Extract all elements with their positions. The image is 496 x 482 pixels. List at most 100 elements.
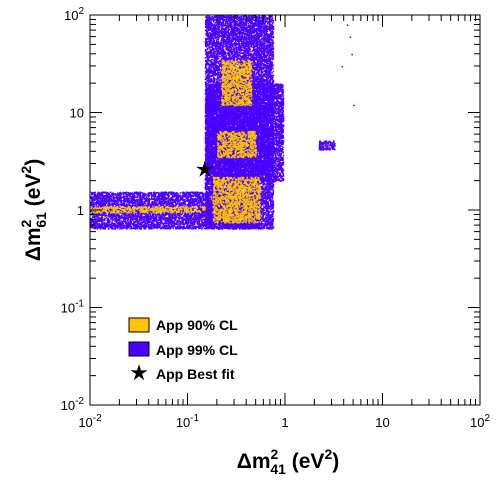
- scatter-point: [258, 227, 260, 230]
- scatter-point: [119, 197, 122, 200]
- scatter-point: [136, 210, 139, 213]
- scatter-point: [140, 221, 142, 224]
- scatter-point: [144, 228, 147, 230]
- scatter-point: [138, 225, 141, 228]
- scatter-point: [189, 225, 191, 228]
- scatter-point: [176, 219, 179, 222]
- scatter-point: [119, 201, 121, 203]
- scatter-point: [96, 222, 98, 225]
- scatter-point: [165, 221, 167, 224]
- scatter-point: [188, 208, 191, 210]
- scatter-point: [164, 191, 166, 194]
- scatter-point: [169, 203, 171, 206]
- scatter-point: [133, 215, 135, 217]
- scatter-point: [165, 218, 168, 220]
- scatter-point: [197, 198, 199, 200]
- scatter-point: [128, 214, 130, 216]
- scatter-point: [109, 199, 111, 202]
- scatter-point: [129, 193, 131, 195]
- scatter-point: [101, 194, 103, 197]
- scatter-point: [148, 217, 150, 219]
- scatter-point: [126, 220, 129, 222]
- scatter-point: [126, 215, 129, 217]
- scatter-point: [122, 193, 125, 196]
- scatter-point: [151, 198, 153, 200]
- scatter-point: [131, 227, 133, 230]
- scatter-point: [132, 196, 135, 198]
- scatter-point: [147, 217, 149, 219]
- scatter-point: [131, 211, 134, 214]
- scatter-point: [150, 204, 152, 207]
- scatter-point: [162, 223, 165, 225]
- scatter-point: [160, 218, 162, 221]
- scatter-point: [254, 227, 256, 230]
- scatter-point: [182, 218, 184, 220]
- scatter-point: [103, 196, 105, 199]
- scatter-point: [127, 219, 129, 221]
- scatter-point: [193, 201, 195, 204]
- scatter-point: [154, 225, 156, 227]
- scatter-point: [198, 217, 201, 219]
- scatter-point: [162, 217, 164, 220]
- scatter-point: [192, 191, 195, 193]
- scatter-point: [156, 224, 158, 227]
- scatter-point: [134, 208, 137, 211]
- scatter-point: [150, 206, 152, 208]
- scatter-point: [102, 224, 104, 226]
- scatter-point: [147, 215, 149, 217]
- scatter-point: [138, 226, 141, 229]
- scatter-point: [149, 214, 152, 216]
- scatter-point: [128, 216, 131, 219]
- scatter-point: [129, 220, 131, 223]
- scatter-point: [103, 225, 106, 228]
- scatter-point: [186, 221, 188, 223]
- scatter-point: [103, 227, 105, 230]
- scatter-point: [134, 204, 137, 206]
- scatter-point: [142, 216, 145, 219]
- scatter-point: [131, 212, 134, 215]
- scatter-point: [140, 218, 142, 221]
- scatter-point: [114, 216, 116, 218]
- scatter-point: [181, 199, 184, 201]
- scatter-point: [193, 223, 196, 226]
- scatter-point: [94, 196, 97, 198]
- scatter-point: [178, 195, 180, 197]
- scatter-point: [159, 227, 162, 230]
- scatter-point: [120, 201, 123, 204]
- scatter-point: [132, 193, 135, 195]
- scatter-point: [228, 225, 230, 227]
- scatter-point: [106, 200, 109, 203]
- scatter-point: [100, 213, 103, 216]
- scatter-point: [164, 220, 167, 222]
- scatter-point: [108, 200, 110, 202]
- scatter-point: [124, 201, 126, 204]
- scatter-point: [129, 225, 131, 227]
- scatter-point: [128, 195, 131, 198]
- scatter-point: [160, 222, 163, 224]
- scatter-point: [178, 203, 181, 206]
- scatter-point: [116, 219, 118, 222]
- scatter-point: [154, 199, 157, 202]
- scatter-point: [173, 205, 175, 208]
- scatter-point: [197, 212, 200, 214]
- scatter-point: [160, 203, 162, 205]
- scatter-point: [145, 222, 147, 224]
- scatter-point: [103, 213, 106, 215]
- scatter-point: [122, 191, 125, 194]
- scatter-point: [102, 226, 104, 229]
- scatter-point: [192, 213, 195, 216]
- scatter-point: [156, 221, 158, 224]
- scatter-point: [171, 216, 173, 218]
- scatter-point: [125, 213, 128, 216]
- scatter-point: [127, 215, 129, 217]
- scatter-point: [99, 220, 101, 222]
- scatter-point: [158, 200, 161, 202]
- scatter-point: [113, 196, 116, 199]
- scatter-point: [104, 218, 106, 220]
- scatter-point: [202, 223, 204, 225]
- scatter-point: [151, 224, 154, 227]
- scatter-point: [121, 210, 124, 212]
- scatter-point: [93, 215, 96, 217]
- scatter-point: [197, 200, 199, 203]
- scatter-point: [120, 200, 123, 202]
